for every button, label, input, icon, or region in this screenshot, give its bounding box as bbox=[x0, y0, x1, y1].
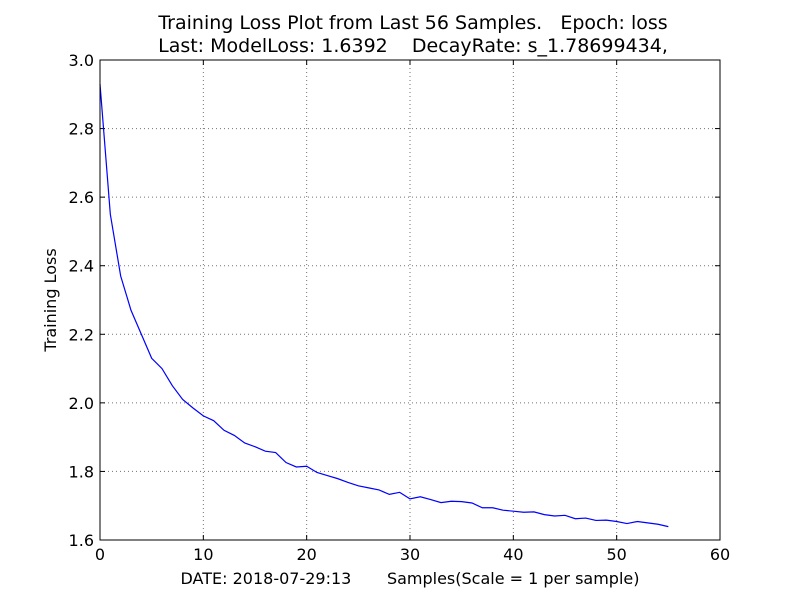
y-tick-label: 2.4 bbox=[69, 257, 94, 276]
grid-lines bbox=[99, 59, 721, 541]
chart-title-line-1: Training Loss Plot from Last 56 Samples.… bbox=[157, 12, 667, 34]
x-tick-label: 40 bbox=[503, 545, 523, 564]
chart-title-line-2: Last: ModelLoss: 1.6392 DecayRate: s_1.7… bbox=[158, 35, 668, 57]
loss-series-line bbox=[99, 83, 669, 528]
y-tick-label: 1.8 bbox=[69, 462, 94, 481]
x-tick-label: 0 bbox=[95, 545, 105, 564]
y-tick-label: 3.0 bbox=[69, 51, 94, 70]
line-series bbox=[99, 83, 669, 528]
x-axis-label: DATE: 2018-07-29:13 Samples(Scale = 1 pe… bbox=[181, 569, 640, 588]
y-tick-label: 2.0 bbox=[69, 394, 94, 413]
x-tick-label: 50 bbox=[606, 545, 626, 564]
x-tick-label: 10 bbox=[193, 545, 213, 564]
y-axis-label: Training Loss bbox=[41, 248, 60, 352]
x-tick-label: 20 bbox=[296, 545, 316, 564]
x-tick-label: 60 bbox=[710, 545, 730, 564]
x-tick-label: 30 bbox=[400, 545, 420, 564]
plot-frame bbox=[99, 59, 721, 541]
axis-ticks: 0 10 20 30 40 50 60 1.6 1.8 2.0 2.2 2.4 2.6 2.8 3.0 bbox=[69, 51, 731, 564]
y-tick-label: 2.8 bbox=[69, 120, 94, 139]
y-tick-label: 2.2 bbox=[69, 325, 94, 344]
y-tick-label: 2.6 bbox=[69, 188, 94, 207]
y-tick-label: 1.6 bbox=[69, 531, 94, 550]
